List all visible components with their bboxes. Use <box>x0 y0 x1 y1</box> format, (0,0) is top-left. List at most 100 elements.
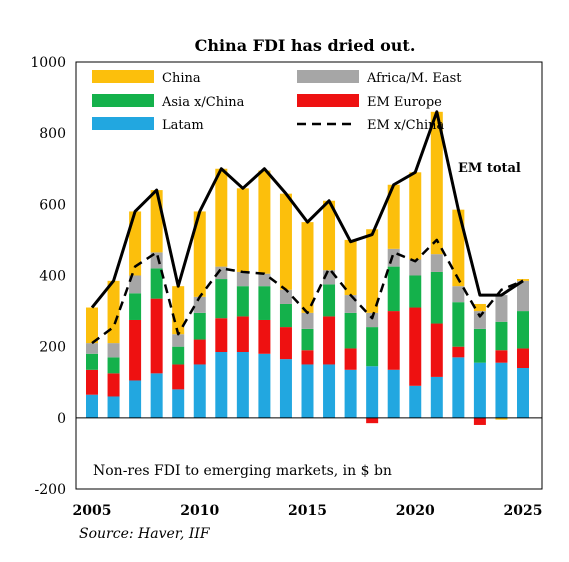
bar-em-europe-2025 <box>517 348 529 369</box>
bar-latam-2013 <box>258 353 271 418</box>
x-tick-label: 2020 <box>396 503 435 519</box>
bar-africa-m-east-2008 <box>150 252 163 269</box>
bar-latam-2018 <box>366 366 379 418</box>
bar-latam-2024 <box>495 362 508 418</box>
bar-china-2020 <box>409 172 422 260</box>
bar-asia-x-china-2023 <box>473 328 486 363</box>
bar-em-europe-2012 <box>236 316 249 353</box>
bar-asia-x-china-2014 <box>279 303 292 328</box>
bar-china-2012 <box>236 188 249 272</box>
bar-latam-2010 <box>193 364 206 418</box>
bar-china-2016 <box>323 200 336 271</box>
y-tick-label: 600 <box>39 197 66 213</box>
bar-asia-x-china-2020 <box>409 275 422 308</box>
bar-em-europe-2020 <box>409 307 422 386</box>
bar-africa-m-east-2011 <box>215 266 228 280</box>
chart-source: Source: Haver, IIF <box>79 526 211 542</box>
bar-africa-m-east-2010 <box>193 296 206 313</box>
bar-china-2017 <box>344 239 357 296</box>
bar-africa-m-east-2012 <box>236 271 249 287</box>
bar-china-2018 <box>366 229 379 313</box>
x-tick-label: 2005 <box>73 503 112 519</box>
x-tick-label: 2010 <box>180 503 219 519</box>
bar-em-europe-2024 <box>495 350 508 363</box>
bar-asia-x-china-2009 <box>172 346 185 365</box>
bar-latam-2020 <box>409 385 422 418</box>
x-tick-label: 2025 <box>504 503 543 519</box>
bar-latam-2019 <box>387 369 400 418</box>
legend-label-africa-m-east: Africa/M. East <box>366 71 462 86</box>
bar-africa-m-east-2021 <box>430 254 443 272</box>
bar-africa-m-east-2009 <box>172 334 185 347</box>
bar-asia-x-china-2022 <box>452 302 465 347</box>
bar-africa-m-east-2017 <box>344 295 357 313</box>
bar-latam-2015 <box>301 364 314 418</box>
bar-africa-m-east-2018 <box>366 312 379 328</box>
x-tick-label: 2015 <box>288 503 327 519</box>
bar-em-europe-2015 <box>301 350 314 365</box>
x-axis-ticks: 2005 2010 2015 2020 2025 <box>73 503 543 519</box>
legend-swatch-em-europe <box>297 94 359 107</box>
bar-asia-x-china-2011 <box>215 279 228 319</box>
legend: China Africa/M. East Asia x/China EM Europe… <box>92 70 462 133</box>
legend-swatch-africa-m-east <box>297 70 359 83</box>
bar-em-europe-2019 <box>387 311 400 370</box>
bar-em-europe-2016 <box>323 316 336 365</box>
bar-asia-x-china-2015 <box>301 328 314 351</box>
bar-china-2005 <box>86 307 98 344</box>
bar-asia-x-china-2013 <box>258 286 271 320</box>
bar-asia-x-china-2012 <box>236 286 249 317</box>
bar-china-2022 <box>452 209 465 287</box>
bar-china-2011 <box>215 168 228 267</box>
bar-asia-x-china-2024 <box>495 321 508 351</box>
bar-africa-m-east-2024 <box>495 295 508 322</box>
y-tick-label: -200 <box>35 482 66 498</box>
bar-africa-m-east-2022 <box>452 286 465 303</box>
bar-latam-2025 <box>517 368 529 418</box>
y-tick-label: 800 <box>39 126 66 142</box>
bar-china-2023 <box>473 303 486 312</box>
bar-em-europe-2017 <box>344 348 357 370</box>
y-tick-label: 200 <box>39 340 66 356</box>
legend-label-asia-x-china: Asia x/China <box>161 95 245 110</box>
bar-asia-x-china-2016 <box>323 284 336 317</box>
bar-africa-m-east-2013 <box>258 273 271 287</box>
bar-latam-2014 <box>279 359 292 418</box>
legend-label-latam: Latam <box>162 118 204 133</box>
bar-latam-2012 <box>236 352 249 418</box>
bar-asia-x-china-2005 <box>86 353 98 370</box>
annotation-em-total: EM total <box>458 161 521 176</box>
legend-swatch-asia-x-china <box>92 94 154 107</box>
legend-label-em-x-china: EM x/China <box>367 118 444 133</box>
bar-africa-m-east-2006 <box>107 343 120 358</box>
bar-latam-2017 <box>344 369 357 418</box>
bar-em-europe-2021 <box>430 323 443 377</box>
bar-em-europe-2023 <box>473 417 486 425</box>
y-tick-label: 1000 <box>30 55 66 71</box>
legend-swatch-china <box>92 70 154 83</box>
bar-africa-m-east-2015 <box>301 312 314 329</box>
bar-asia-x-china-2018 <box>366 327 379 367</box>
bar-china-2010 <box>193 211 206 297</box>
bar-asia-x-china-2021 <box>430 271 443 324</box>
bar-africa-m-east-2020 <box>409 259 422 276</box>
bar-em-europe-2005 <box>86 369 98 395</box>
plot-frame <box>75 61 543 490</box>
line-layer <box>90 110 524 345</box>
bar-latam-2011 <box>215 352 228 418</box>
bar-latam-2009 <box>172 389 185 418</box>
bar-china-2009 <box>172 286 185 335</box>
chart-note: Non-res FDI to emerging markets, in $ bn <box>93 463 392 479</box>
bar-africa-m-east-2019 <box>387 248 400 267</box>
bar-china-2019 <box>387 184 400 249</box>
bar-em-europe-2014 <box>279 327 292 360</box>
y-axis-ticks: 1000 800 600 400 200 0 -200 <box>30 55 66 498</box>
bar-latam-2016 <box>323 364 336 418</box>
bar-asia-x-china-2007 <box>129 293 142 320</box>
line-em-x-china <box>91 238 524 345</box>
bar-china-2015 <box>301 222 314 313</box>
bar-asia-x-china-2008 <box>150 268 163 299</box>
bar-latam-2022 <box>452 357 465 418</box>
bar-asia-x-china-2010 <box>193 312 206 340</box>
bar-china-2021 <box>430 111 443 255</box>
